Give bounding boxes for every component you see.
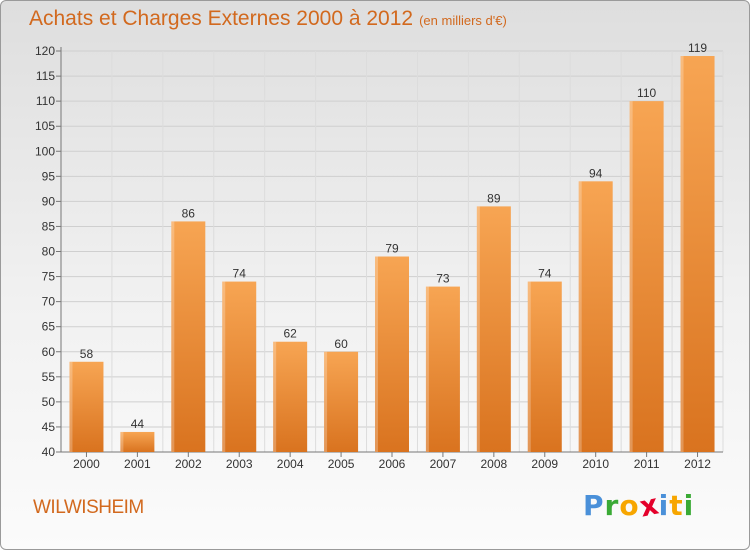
x-tick-label-2004: 2004 — [277, 457, 304, 471]
value-label-2008: 89 — [487, 191, 501, 205]
proxiti-logo[interactable]: Proxiti — [583, 487, 695, 523]
bar-2005 — [324, 351, 359, 452]
x-tick-label-2007: 2007 — [430, 457, 457, 471]
y-tick-label: 105 — [35, 119, 55, 133]
bar-highlight — [680, 56, 684, 452]
bar-2002 — [171, 221, 206, 452]
labels: 58 2000 44 2001 86 2002 74 2003 62 2004 60 2005 79 20… — [73, 41, 711, 471]
bar-highlight — [273, 341, 277, 452]
x-tick-label-2010: 2010 — [582, 457, 609, 471]
logo-letter: o — [619, 489, 640, 522]
bar-highlight — [476, 206, 480, 452]
x-tick-label-2011: 2011 — [634, 457, 660, 471]
x-tick-label-2001: 2001 — [124, 457, 151, 471]
bar-2010 — [578, 181, 613, 452]
chart-unit: (en milliers d'€) — [419, 13, 507, 28]
value-label-2003: 74 — [233, 267, 247, 281]
logo-letter: i — [683, 489, 695, 522]
logo-letter: r — [604, 489, 620, 522]
value-label-2009: 74 — [538, 267, 552, 281]
x-tick-label-2000: 2000 — [73, 457, 100, 471]
bar-2004 — [273, 341, 308, 452]
chart-title-text: Achats et Charges Externes 2000 à 2012 — [29, 7, 414, 30]
logo-letter: t — [669, 489, 684, 522]
chart-title: Achats et Charges Externes 2000 à 2012 (e… — [29, 7, 507, 31]
x-tick-label-2003: 2003 — [226, 457, 253, 471]
y-tick-label: 85 — [42, 219, 56, 233]
value-label-2004: 62 — [283, 327, 297, 341]
bar-highlight — [222, 281, 226, 452]
value-label-2005: 60 — [334, 337, 348, 351]
y-tick-label: 45 — [42, 420, 56, 434]
y-tick-label: 40 — [42, 445, 56, 459]
y-tick-label: 65 — [42, 320, 56, 334]
value-label-2012: 119 — [688, 41, 707, 55]
value-label-2006: 79 — [385, 242, 399, 256]
x-tick-label-2009: 2009 — [531, 457, 558, 471]
bar-2009 — [527, 281, 562, 452]
bar-2006 — [375, 256, 409, 452]
bar-highlight — [69, 361, 73, 452]
bars — [69, 56, 715, 452]
y-tick-label: 100 — [35, 144, 55, 158]
y-tick-label: 50 — [42, 395, 56, 409]
bar-highlight — [629, 101, 633, 452]
y-tick-label: 95 — [42, 169, 56, 183]
y-tick-label: 70 — [42, 295, 56, 309]
value-label-2007: 73 — [436, 272, 450, 286]
commune-name: WILWISHEIM — [33, 497, 144, 518]
bar-2008 — [476, 206, 511, 452]
x-tick-label-2002: 2002 — [175, 457, 202, 471]
y-tick-label: 120 — [35, 44, 55, 58]
bar-highlight — [120, 431, 124, 452]
x-tick-label-2006: 2006 — [379, 457, 406, 471]
bar-highlight — [527, 281, 531, 452]
bar-2003 — [222, 281, 257, 452]
value-label-2002: 86 — [182, 206, 196, 220]
value-label-2000: 58 — [80, 347, 94, 361]
bar-highlight — [171, 221, 175, 452]
value-label-2011: 110 — [637, 86, 656, 100]
bar-highlight — [578, 181, 582, 452]
y-tick-label: 60 — [42, 345, 56, 359]
y-tick-label: 90 — [42, 194, 56, 208]
x-tick-label-2012: 2012 — [684, 457, 711, 471]
y-tick-label: 55 — [42, 370, 56, 384]
y-tick-label: 75 — [42, 270, 56, 284]
x-tick-label-2008: 2008 — [480, 457, 507, 471]
logo-letter: P — [583, 489, 605, 522]
value-label-2001: 44 — [131, 417, 145, 431]
value-label-2010: 94 — [589, 166, 603, 180]
bar-2012 — [680, 56, 715, 452]
y-tick-label: 115 — [36, 69, 55, 83]
bar-highlight — [425, 286, 429, 452]
logo-letter: i — [658, 489, 670, 522]
y-tick-label: 110 — [36, 94, 55, 108]
bar-2007 — [425, 286, 460, 452]
bar-highlight — [375, 256, 378, 452]
bar-2000 — [69, 361, 104, 452]
bar-highlight — [324, 351, 328, 452]
bar-2011 — [629, 101, 664, 452]
y-tick-label: 80 — [42, 245, 56, 259]
bar-2001 — [120, 431, 155, 452]
x-tick-label-2005: 2005 — [328, 457, 355, 471]
